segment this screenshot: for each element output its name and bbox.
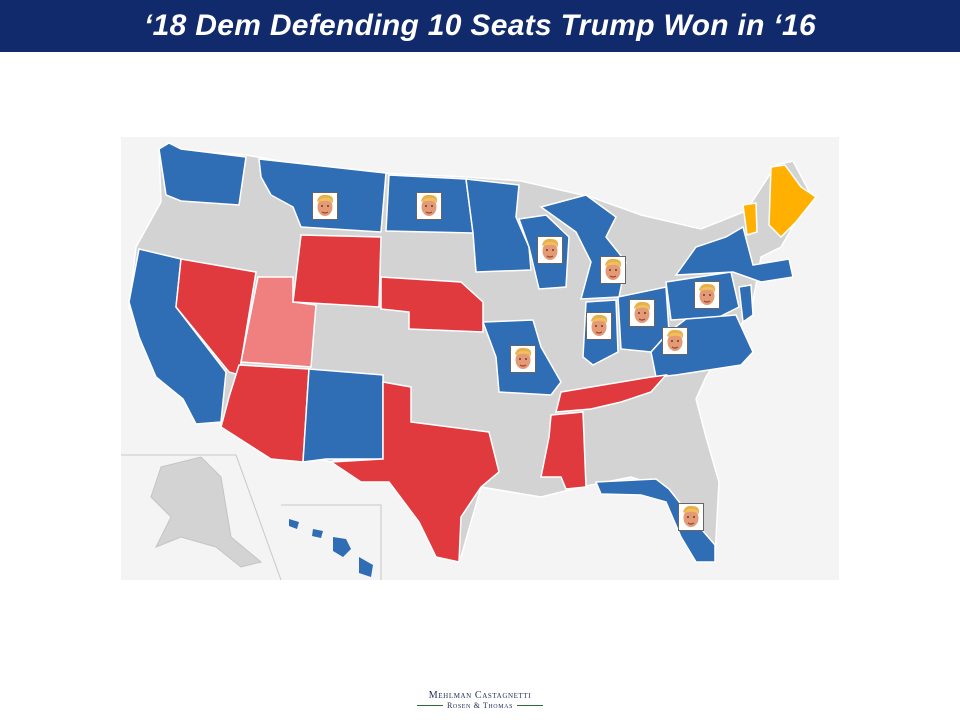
state-maine — [768, 164, 818, 239]
trump-face-icon — [629, 299, 655, 327]
alaska-inset-border — [121, 454, 282, 580]
us-senate-map — [121, 137, 839, 580]
state-hawaii — [289, 519, 373, 577]
state-nevada — [175, 258, 257, 376]
state-new-mexico — [302, 368, 384, 463]
state-texas — [328, 381, 500, 563]
state-tennessee — [555, 373, 668, 413]
state-vermont — [742, 202, 758, 236]
state-washington — [158, 142, 247, 206]
slide-title: ‘18 Dem Defending 10 Seats Trump Won in … — [144, 9, 816, 42]
trump-face-icon — [694, 281, 720, 309]
state-alaska — [150, 456, 263, 568]
state-new-york — [674, 225, 794, 283]
state-arizona — [220, 364, 310, 463]
hawaii-inset-border — [281, 504, 382, 580]
title-bar: ‘18 Dem Defending 10 Seats Trump Won in … — [0, 0, 960, 52]
trump-face-icon — [312, 192, 338, 220]
state-wyoming — [292, 234, 382, 308]
firm-logo: Mehlman Castagnetti Rosen & Thomas — [400, 690, 560, 710]
trump-face-icon — [586, 312, 612, 340]
trump-face-icon — [537, 236, 563, 264]
trump-face-icon — [600, 256, 626, 284]
state-nebraska — [380, 276, 484, 333]
trump-face-icon — [662, 327, 688, 355]
state-florida — [594, 478, 716, 563]
us-map-svg — [121, 142, 818, 580]
state-minnesota — [465, 178, 532, 273]
trump-face-icon — [416, 192, 442, 220]
logo-line1: Mehlman Castagnetti — [428, 690, 532, 701]
state-new-jersey — [738, 284, 754, 324]
state-utah — [240, 276, 317, 368]
state-mississippi — [540, 411, 587, 490]
trump-face-icon — [510, 345, 536, 373]
trump-face-icon — [678, 503, 704, 531]
logo-line2: Rosen & Thomas — [446, 701, 514, 710]
